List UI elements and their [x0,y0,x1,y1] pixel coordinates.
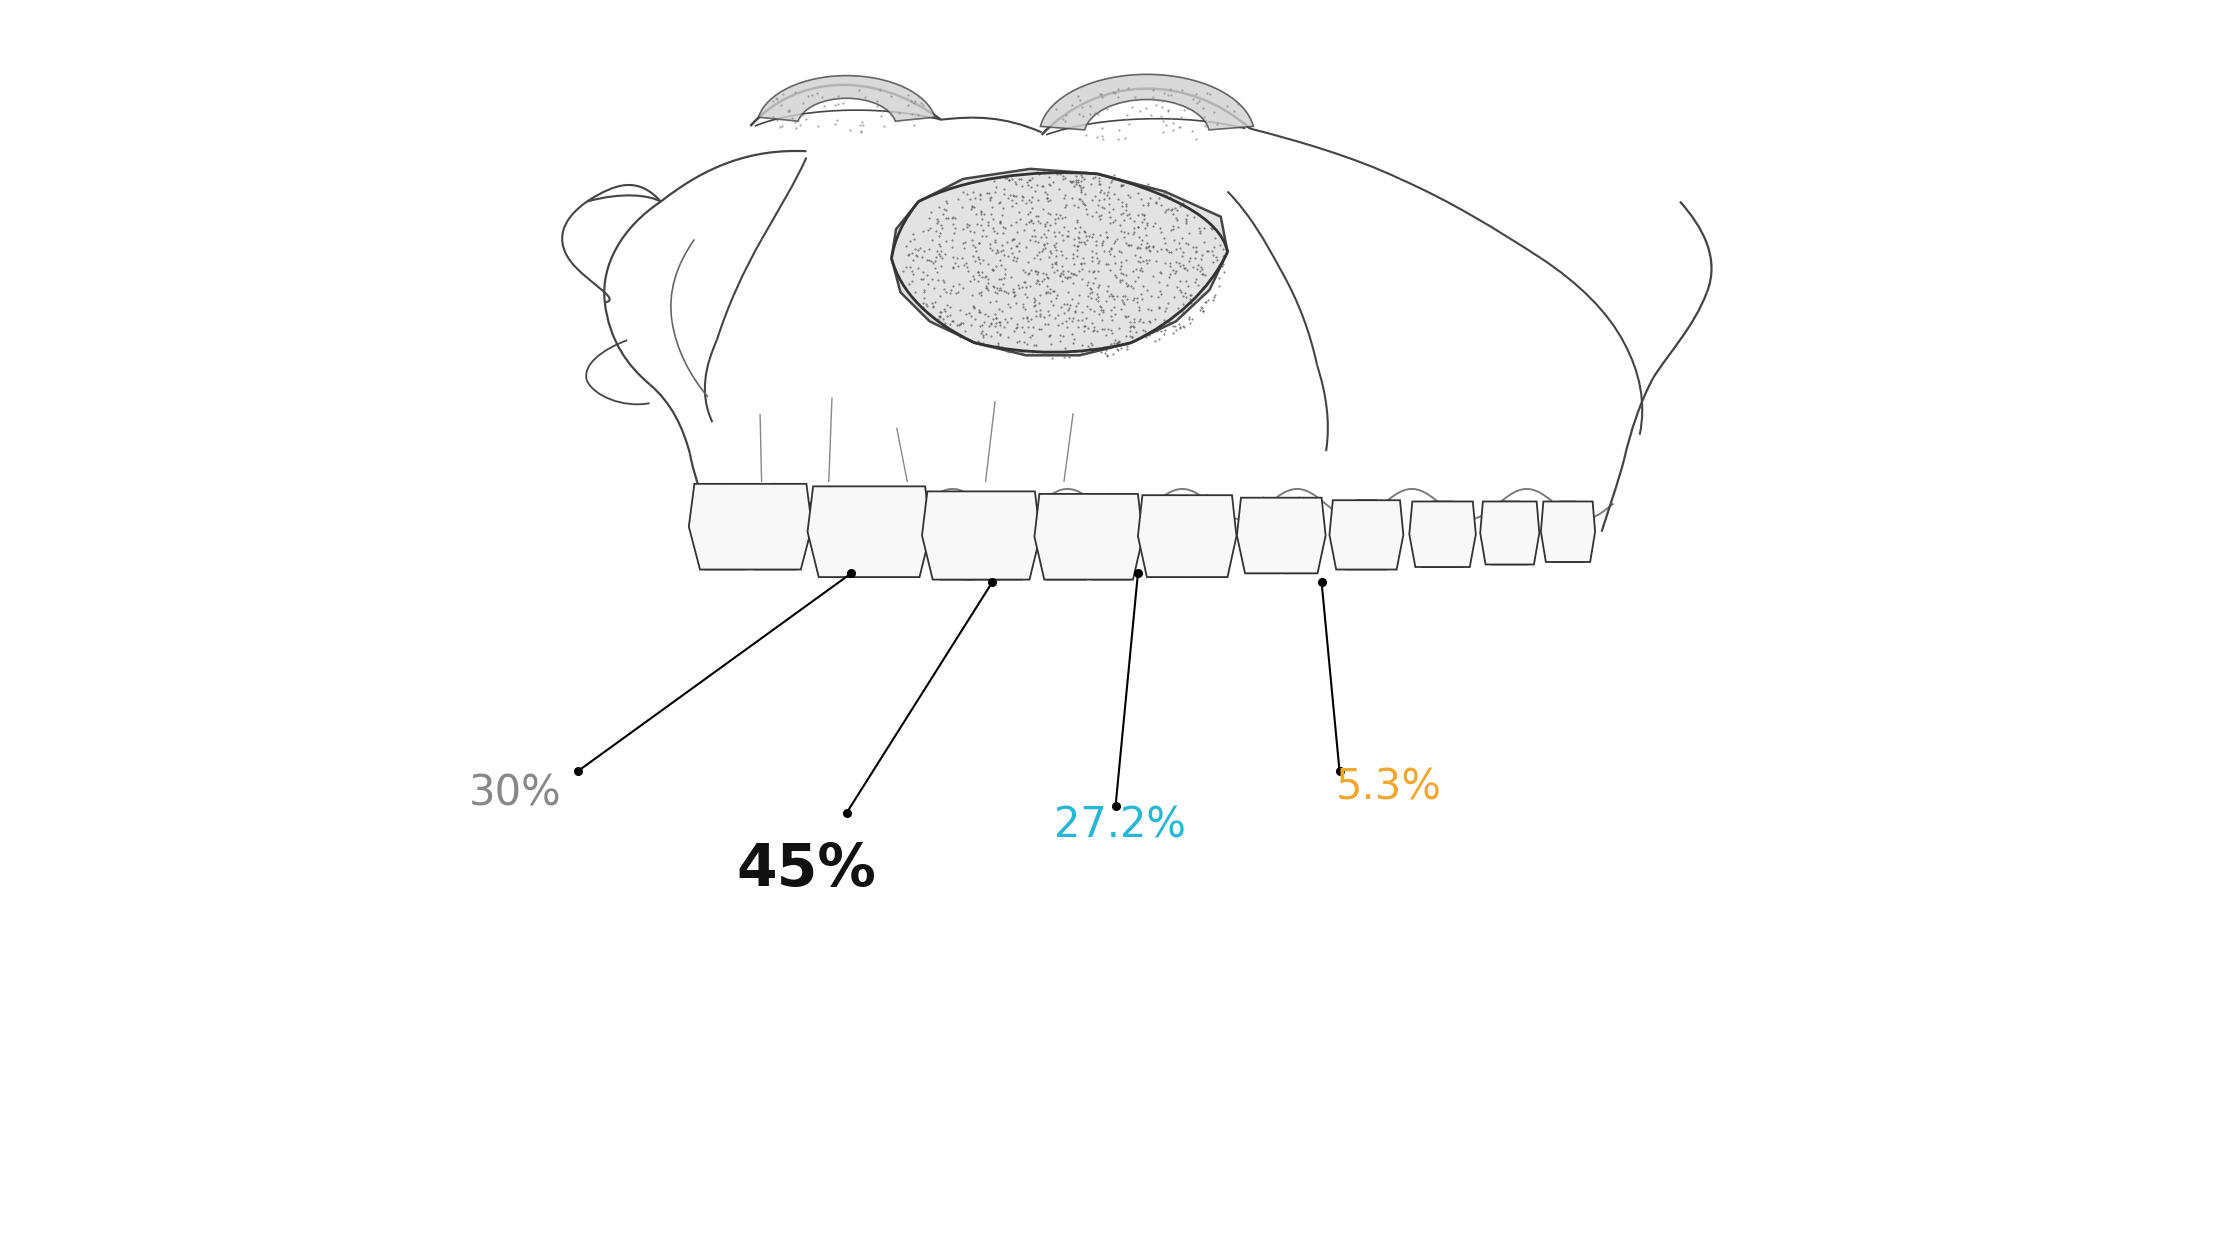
Text: 30%: 30% [468,772,562,815]
Polygon shape [806,486,932,577]
Text: 27.2%: 27.2% [1055,804,1185,847]
Polygon shape [1552,501,1584,562]
Polygon shape [1138,495,1236,577]
Text: 5.3%: 5.3% [1335,766,1443,809]
Polygon shape [1409,501,1476,567]
Polygon shape [1346,500,1387,570]
Polygon shape [706,484,746,570]
Wedge shape [759,76,934,121]
Text: 45%: 45% [737,840,876,898]
Polygon shape [1284,498,1315,573]
Polygon shape [1189,495,1225,577]
Polygon shape [892,169,1228,355]
Polygon shape [965,504,997,580]
Polygon shape [755,484,795,570]
Polygon shape [1492,501,1528,564]
Polygon shape [941,491,972,580]
Polygon shape [1236,498,1326,573]
Polygon shape [990,491,1021,580]
Polygon shape [1248,498,1279,573]
Polygon shape [690,484,813,570]
Polygon shape [876,486,912,577]
Polygon shape [923,491,1039,580]
Polygon shape [827,486,862,577]
Polygon shape [1481,501,1539,564]
Polygon shape [1541,501,1595,562]
Wedge shape [1039,74,1254,130]
Polygon shape [851,500,887,577]
Polygon shape [1149,495,1185,577]
Polygon shape [1048,494,1084,580]
Polygon shape [1093,494,1129,580]
Polygon shape [1035,494,1142,580]
Polygon shape [1422,501,1463,567]
Polygon shape [1331,500,1402,570]
